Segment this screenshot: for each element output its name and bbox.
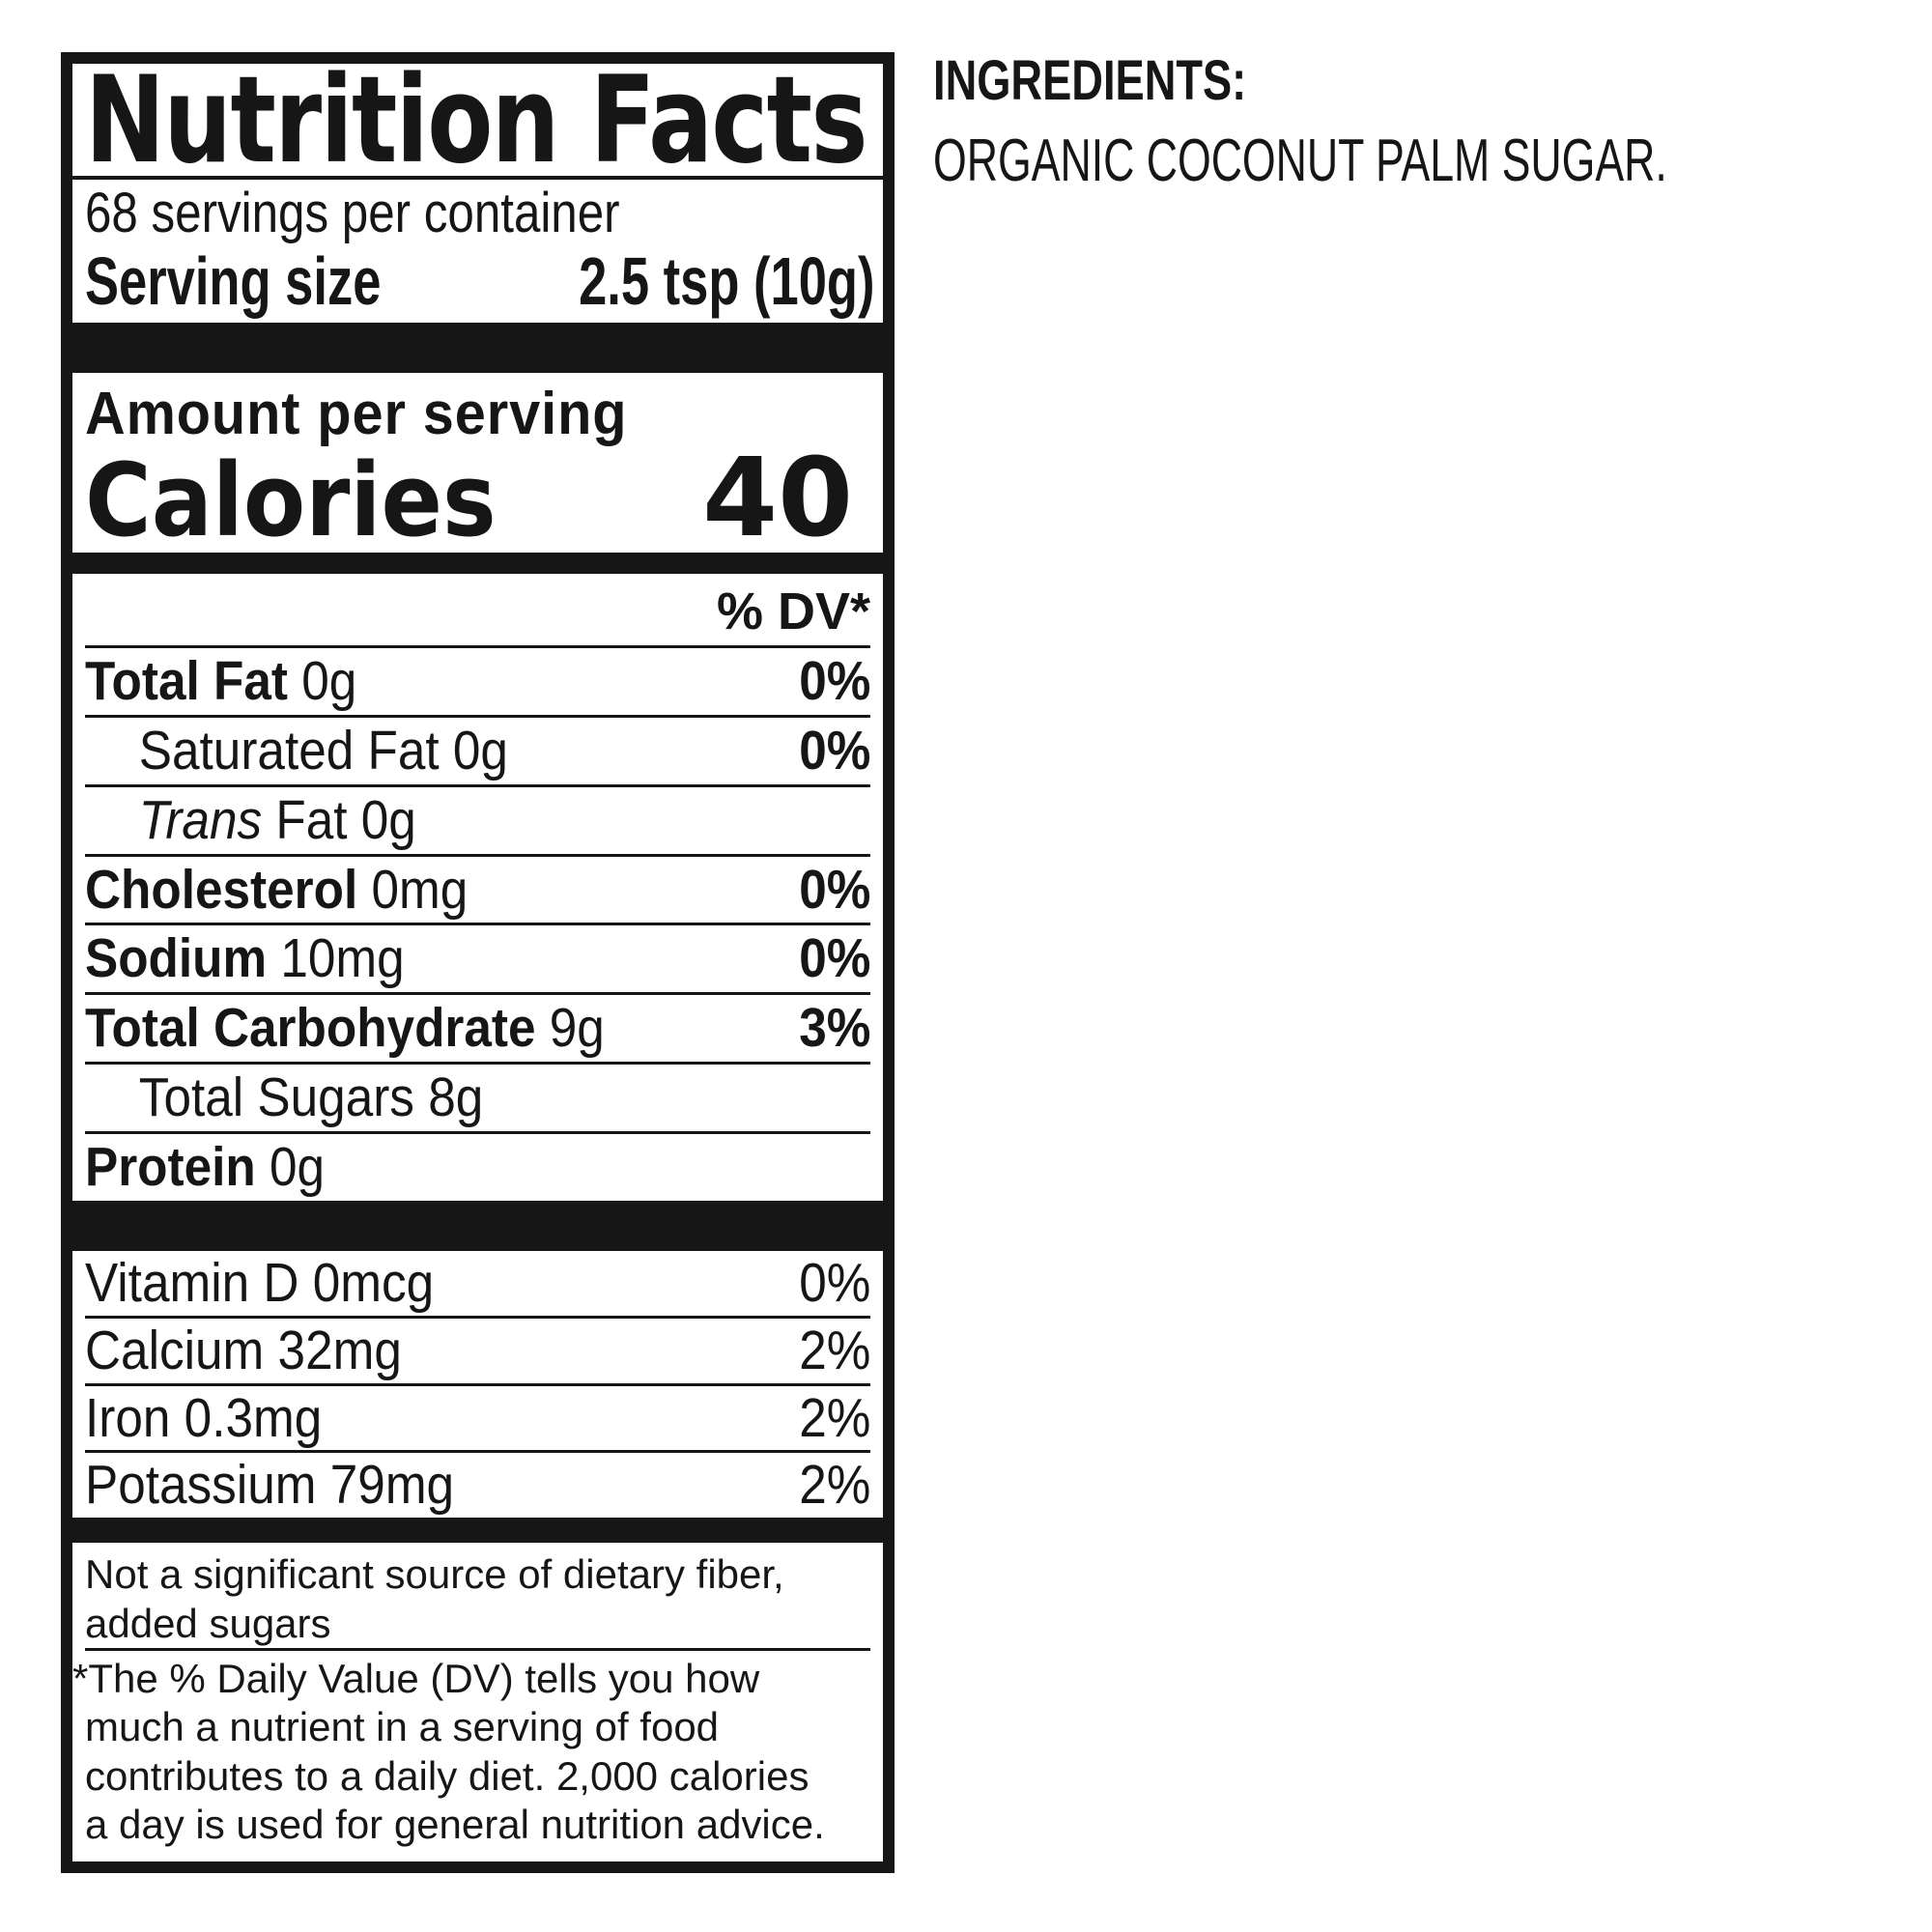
micronutrient-row-calcium: Calcium 32mg 2% [85, 1319, 870, 1383]
serving-size-value: 2.5 tsp (10g) [578, 243, 874, 320]
nutrient-dv: 2% [798, 1454, 870, 1517]
nutrient-amount: 10mg [280, 927, 405, 990]
nutrient-dv: 3% [798, 997, 870, 1060]
title-rule [72, 176, 883, 181]
nutrient-row-saturated-fat: Saturated Fat 0g 0% [85, 718, 870, 784]
nutrient-name: Sodium [85, 927, 268, 990]
nutrient-amount: 0.3mg [184, 1386, 323, 1449]
amount-per-serving: Amount per serving [85, 381, 628, 448]
nutrition-facts-label: Nutrition Facts 68 servings per containe… [61, 52, 895, 1873]
nutrient-name: Fat [275, 788, 348, 851]
divider [85, 1450, 870, 1454]
label-title: Nutrition Facts [85, 51, 867, 190]
nutrient-amount: 0g [301, 650, 357, 713]
divider [85, 1647, 870, 1651]
medium-divider-bar [72, 553, 883, 575]
nutrient-row-sodium: Sodium 10mg 0% [85, 925, 870, 992]
serving-size-row: Serving size 2.5 tsp (10g) [85, 242, 874, 323]
nutrient-amount: 9g [549, 997, 605, 1060]
calories-row: Calories 40 [85, 436, 870, 562]
servings-per-container: 68 servings per container [85, 182, 620, 245]
calories-label: Calories [85, 441, 497, 560]
thin-divider-bar [72, 1518, 883, 1544]
nutrient-amount: 0g [360, 788, 416, 851]
divider [85, 1062, 870, 1065]
daily-value-footnote: *The % Daily Value (DV) tells you how mu… [72, 1651, 870, 1861]
nutrient-dv: 0% [798, 1251, 870, 1314]
divider [85, 923, 870, 926]
thick-divider-bar [72, 323, 883, 374]
divider [85, 992, 870, 996]
divider [85, 1382, 870, 1386]
micronutrient-row-iron: Iron 0.3mg 2% [85, 1386, 870, 1451]
nutrient-row-cholesterol: Cholesterol 0mg 0% [85, 857, 870, 923]
nutrient-dv: 0% [798, 719, 870, 781]
ingredients-text: ORGANIC COCONUT PALM SUGAR. [933, 127, 1667, 194]
divider [85, 853, 870, 857]
footnote-line: contributes to a daily diet. 2,000 calor… [85, 1752, 810, 1799]
note-line: added sugars [85, 1600, 331, 1646]
footnote-line: *The % Daily Value (DV) tells you how [72, 1655, 760, 1701]
daily-value-header: % DV* [716, 582, 870, 641]
nutrient-amount: 0g [269, 1135, 326, 1198]
nutrient-dv: 2% [798, 1386, 870, 1449]
nutrient-name: Vitamin D [85, 1251, 299, 1314]
nutrient-amount: 0mg [371, 858, 469, 921]
not-significant-note: Not a significant source of dietary fibe… [85, 1543, 870, 1648]
nutrient-row-total-carbohydrate: Total Carbohydrate 9g 3% [85, 995, 870, 1062]
micronutrient-row-vitamin-d: Vitamin D 0mcg 0% [85, 1251, 870, 1316]
divider [85, 783, 870, 787]
nutrient-name: Protein [85, 1135, 256, 1198]
nutrient-dv: 0% [798, 927, 870, 990]
nutrient-name: Calcium [85, 1319, 265, 1381]
divider [85, 714, 870, 718]
nutrient-row-total-fat: Total Fat 0g 0% [85, 648, 870, 715]
nutrient-dv: 2% [798, 1319, 870, 1381]
footnote-line: much a nutrient in a serving of food [85, 1704, 720, 1750]
nutrient-row-total-sugars: Total Sugars 8g [85, 1065, 870, 1131]
nutrient-amount: 79mg [329, 1454, 455, 1517]
nutrient-name: Total Fat [85, 650, 288, 713]
ingredients-section: INGREDIENTS: ORGANIC COCONUT PALM SUGAR. [933, 49, 1932, 195]
nutrient-name: Cholesterol [85, 858, 358, 921]
divider [85, 1315, 870, 1319]
nutrient-dv: 0% [798, 858, 870, 921]
footnote-line: a day is used for general nutrition advi… [85, 1802, 825, 1848]
nutrient-amount: 0mcg [312, 1251, 435, 1314]
nutrient-name: Saturated Fat [138, 719, 440, 781]
nutrient-amount: 32mg [277, 1319, 402, 1381]
nutrient-dv: 0% [798, 650, 870, 713]
note-line: Not a significant source of dietary fibe… [85, 1551, 784, 1598]
nutrient-name-italic: Trans [138, 788, 263, 851]
nutrient-name: Potassium [85, 1454, 317, 1517]
serving-size-label: Serving size [85, 243, 382, 320]
nutrient-name: Iron [85, 1386, 171, 1449]
nutrient-row-protein: Protein 0g [85, 1134, 870, 1201]
micronutrient-row-potassium: Potassium 79mg 2% [85, 1453, 870, 1518]
calories-value: 40 [702, 436, 853, 562]
divider [85, 1130, 870, 1134]
nutrient-name: Total Sugars [138, 1066, 414, 1129]
nutrient-row-trans-fat: Trans Fat 0g [85, 787, 870, 854]
ingredients-heading: INGREDIENTS: [933, 49, 1247, 112]
nutrient-name: Total Carbohydrate [85, 997, 536, 1060]
thick-divider-bar [72, 1200, 883, 1251]
nutrient-amount: 0g [452, 719, 508, 781]
nutrient-amount: 8g [428, 1066, 484, 1129]
divider [85, 645, 870, 649]
